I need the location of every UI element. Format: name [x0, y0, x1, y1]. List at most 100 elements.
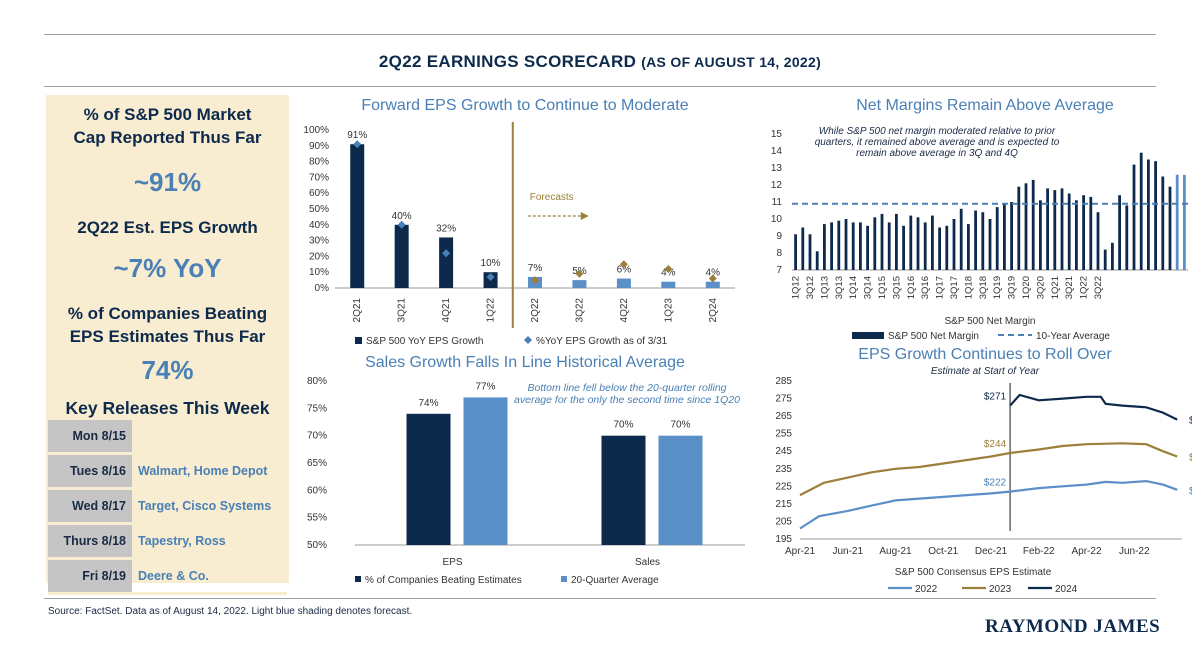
eps-growth-bar	[572, 280, 587, 288]
eps-estimate-marker	[708, 274, 717, 283]
eps-estimate-line	[799, 442, 1178, 497]
x-axis-title: S&P 500 Consensus EPS Estimate	[895, 567, 1052, 578]
title-rule	[44, 86, 1156, 87]
net-margin-bar	[801, 227, 805, 270]
net-margin-bar	[1039, 200, 1042, 270]
net-margin-bar	[1031, 179, 1035, 270]
y-tick-label: 65%	[307, 458, 327, 469]
top-rule	[44, 34, 1156, 35]
net-margin-bar	[1118, 195, 1121, 270]
x-tick-label: 1Q22	[1079, 276, 1090, 299]
end-value-label: $263	[1189, 416, 1192, 427]
eps-estimate-marker	[442, 249, 451, 258]
x-tick-label: 3Q15	[891, 276, 902, 299]
net-margin-bar	[830, 222, 833, 270]
y-tick-label: 7	[776, 265, 782, 276]
x-tick-label: 3Q18	[978, 276, 989, 299]
net-margin-bar	[1183, 174, 1186, 270]
bar-data-label: 70%	[670, 420, 690, 431]
y-tick-label: 55%	[307, 513, 327, 524]
eps-rollover-chart-title: EPS Growth Continues to Roll Over	[858, 346, 1112, 363]
x-tick-label: 3Q17	[949, 276, 960, 299]
x-tick-label: EPS	[442, 557, 462, 568]
eps-growth-chart: 0% 10% 20% 30% 40% 50% 60% 70% 80% 90% 100% 91% 2Q21…	[303, 122, 735, 347]
x-tick-label: 3Q20	[1035, 276, 1046, 299]
x-tick-label: 1Q18	[963, 276, 974, 299]
bar-data-label: 70%	[613, 420, 633, 431]
eps-growth-bar	[439, 237, 454, 288]
y-tick-label: 100%	[303, 125, 329, 136]
net-margin-bar	[1024, 183, 1028, 270]
y-tick-label: 50%	[307, 540, 327, 551]
y-tick-label: 60%	[309, 188, 329, 199]
legend-swatch-beating	[355, 576, 361, 582]
net-margin-bar	[967, 224, 970, 270]
x-tick-label: 1Q19	[992, 276, 1003, 299]
net-margin-bar	[1060, 188, 1064, 270]
beating-value: 74%	[141, 355, 194, 385]
start-value-label: $222	[984, 478, 1007, 489]
net-margin-bar	[844, 219, 848, 270]
y-tick-label: 255	[775, 429, 792, 440]
net-margin-bar	[1089, 196, 1093, 270]
release-day: Wed 8/17	[48, 488, 132, 525]
eps-growth-value: ~7% YoY	[113, 253, 222, 283]
net-margin-bar	[808, 234, 812, 270]
sales-growth-bar	[658, 435, 703, 545]
bar-data-label: 91%	[347, 130, 367, 141]
x-tick-label: 3Q13	[834, 276, 845, 299]
y-tick-label: 205	[775, 516, 792, 527]
net-margin-bar	[1096, 212, 1100, 270]
y-tick-label: 225	[775, 481, 792, 492]
legend-label: 2022	[915, 584, 938, 595]
eps-estimate-marker	[486, 272, 495, 281]
legend-swatch-growth	[355, 337, 362, 344]
y-tick-label: 215	[775, 499, 792, 510]
y-tick-label: 10	[771, 214, 783, 225]
y-tick-label: 80%	[307, 376, 327, 387]
release-row: Fri 8/19 Deere & Co.	[48, 558, 287, 595]
y-tick-label: 13	[771, 163, 783, 174]
legend-swatch-margin	[852, 332, 884, 339]
net-margin-bar	[909, 215, 913, 270]
y-tick-label: 285	[775, 376, 792, 387]
bar-data-label: 74%	[418, 398, 438, 409]
net-margin-bar	[1132, 164, 1136, 270]
y-tick-label: 12	[771, 180, 783, 191]
x-tick-label: Feb-22	[1023, 546, 1055, 557]
release-companies: Target, Cisco Systems	[132, 488, 287, 525]
y-tick-label: 10%	[309, 267, 329, 278]
y-tick-label: 245	[775, 446, 792, 457]
x-tick-label: 3Q14	[863, 276, 874, 299]
x-tick-label: 1Q17	[935, 276, 946, 299]
y-tick-label: 8	[776, 248, 782, 259]
x-tick-label: 1Q23	[663, 298, 674, 323]
sales-growth-bar	[406, 413, 451, 545]
y-tick-label: 70%	[307, 431, 327, 442]
x-tick-label: 2Q21	[352, 298, 363, 323]
eps-estimate-marker	[664, 265, 673, 274]
eps-estimate-marker	[531, 276, 539, 285]
legend-label: S&P 500 Net Margin	[888, 331, 979, 342]
bar-data-label: 6%	[617, 265, 632, 276]
x-tick-label: Jun-21	[832, 546, 863, 557]
y-tick-label: 0%	[315, 283, 330, 294]
eps-growth-bar	[394, 224, 409, 288]
bar-data-label: 32%	[436, 223, 456, 234]
x-tick-label: 4Q21	[441, 298, 452, 323]
y-tick-label: 50%	[309, 204, 329, 215]
y-tick-label: 265	[775, 411, 792, 422]
net-margin-bar	[866, 225, 869, 270]
legend-label: %YoY EPS Growth as of 3/31	[536, 336, 668, 347]
bar-data-label: 7%	[528, 263, 543, 274]
x-tick-label: 2Q22	[530, 298, 541, 323]
bar-data-label: 77%	[475, 381, 495, 392]
x-tick-label: Jun-22	[1119, 546, 1150, 557]
end-value-label: $223	[1189, 486, 1192, 497]
legend-label: 2023	[989, 584, 1012, 595]
net-margin-bar	[1175, 174, 1179, 270]
page-title: 2Q22 EARNINGS SCORECARD (AS OF AUGUST 14…	[0, 52, 1200, 72]
x-tick-label: 1Q20	[1021, 276, 1032, 299]
net-margin-bar	[945, 225, 949, 270]
